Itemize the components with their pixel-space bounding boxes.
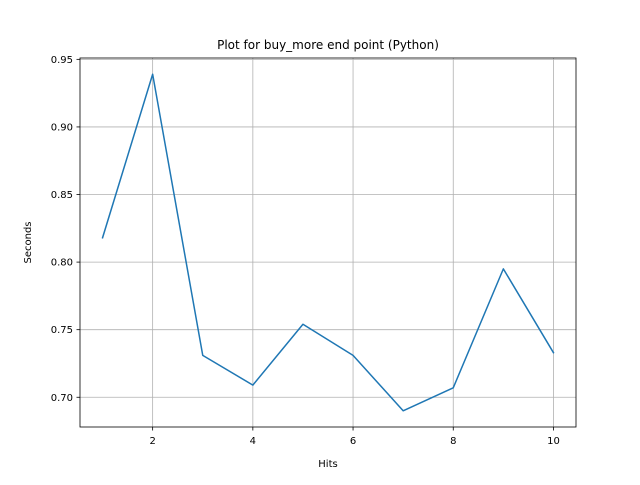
y-tick-label: 0.70 — [51, 393, 73, 404]
y-tick-label: 0.75 — [51, 325, 73, 336]
y-tick-label: 0.90 — [51, 122, 73, 133]
x-tick-label: 6 — [350, 436, 356, 447]
y-tick-label: 0.80 — [51, 258, 73, 269]
y-tick-label: 0.85 — [51, 190, 73, 201]
x-tick-label: 2 — [149, 436, 155, 447]
y-axis-label: Seconds — [23, 221, 34, 263]
x-tick-label: 4 — [250, 436, 256, 447]
chart-title: Plot for buy_more end point (Python) — [217, 38, 439, 52]
x-tick-label: 10 — [547, 436, 560, 447]
y-tick-label: 0.95 — [51, 55, 73, 66]
x-tick-label: 8 — [450, 436, 456, 447]
x-axis-label: Hits — [318, 459, 337, 470]
